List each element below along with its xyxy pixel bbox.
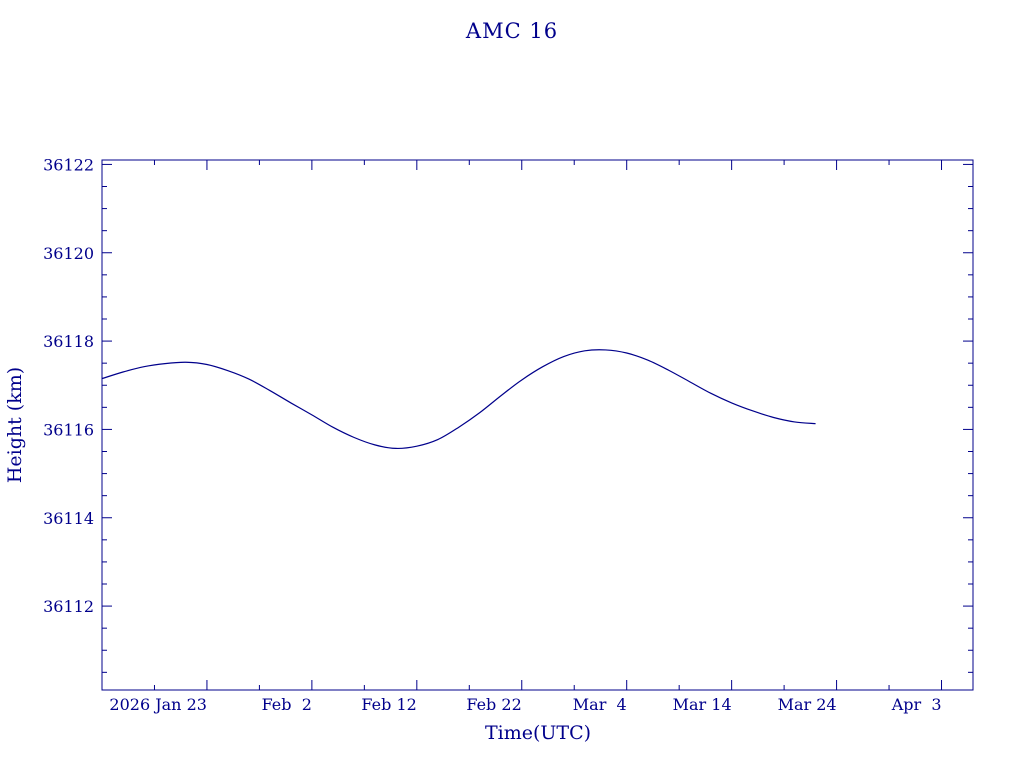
x-tick-label: Apr 3 xyxy=(891,695,942,714)
x-tick-label: Feb 12 xyxy=(361,695,416,714)
x-axis-label: Time(UTC) xyxy=(485,722,591,744)
x-tick-label: Mar 24 xyxy=(778,695,837,714)
x-axis: 2026 Jan 23 Feb 2 Feb 12 Feb 22 Mar 4 Mar 14 M… xyxy=(109,160,943,714)
x-tick-label: Feb 2 xyxy=(262,695,312,714)
y-axis: 36112 36114 36116 36118 36120 36122 xyxy=(43,155,973,673)
y-tick-label: 36114 xyxy=(43,509,94,528)
y-tick-label: 36116 xyxy=(43,420,94,439)
y-tick-label: 36118 xyxy=(43,332,94,351)
plot-frame xyxy=(101,159,974,691)
x-tick-label: 2026 Jan 23 xyxy=(109,695,207,714)
x-tick-label: Mar 14 xyxy=(673,695,732,714)
y-axis-label: Height (km) xyxy=(4,367,26,483)
x-tick-label: Feb 22 xyxy=(466,695,521,714)
height-series-line xyxy=(101,349,816,450)
y-tick-label: 36122 xyxy=(43,155,94,174)
chart-title: AMC 16 xyxy=(465,19,558,43)
x-tick-label: Mar 4 xyxy=(573,695,627,714)
y-tick-label: 36120 xyxy=(43,244,94,263)
y-tick-label: 36112 xyxy=(43,597,94,616)
